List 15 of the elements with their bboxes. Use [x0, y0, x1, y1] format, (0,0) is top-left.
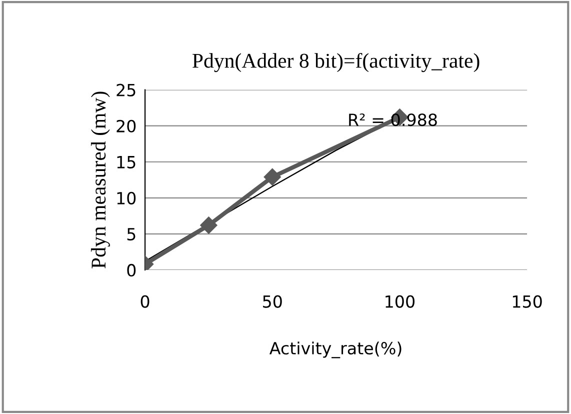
x-tick-label: 150 [512, 295, 542, 308]
x-tick-label: 50 [263, 295, 282, 308]
x-axis-title: Activity_rate(%) [269, 342, 402, 358]
x-tick-label: 100 [386, 295, 414, 308]
y-tick-label: 20 [116, 120, 136, 132]
x-tick-label: 0 [140, 295, 150, 308]
y-tick-label: 5 [127, 228, 136, 240]
point [264, 168, 281, 186]
y-axis-title: Pdyn measured (mw) [90, 92, 110, 268]
y-tick-label: 15 [117, 156, 136, 168]
y-tick-label: 10 [117, 192, 136, 204]
y-tick-label: 25 [116, 84, 136, 96]
y-tick-label: 0 [127, 264, 136, 276]
point [200, 216, 218, 234]
chart-title: Pdyn(Adder 8 bit)=f(activity_rate) [192, 52, 480, 72]
